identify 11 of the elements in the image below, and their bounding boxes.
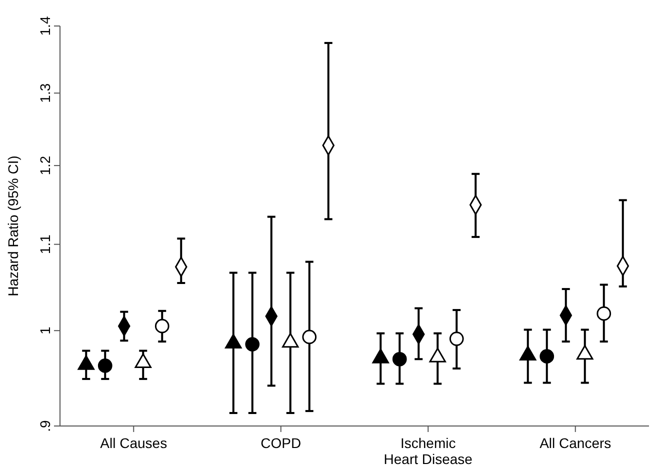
x-tick-label: All Cancers	[540, 435, 612, 451]
y-tick-label: 1	[37, 326, 53, 335]
y-tick-label: 1.2	[37, 156, 53, 176]
y-axis-title: Hazard Ratio (95% CI)	[5, 156, 21, 296]
y-tick-label: 1.4	[37, 16, 53, 36]
x-tick-label: Ischemic Heart Disease	[384, 435, 473, 467]
x-tick-label: COPD	[260, 435, 302, 451]
x-tick-label: All Causes	[100, 435, 168, 451]
y-tick-label: 1.1	[37, 234, 53, 254]
y-tick-label: .9	[37, 420, 53, 432]
y-tick-label: 1.3	[37, 83, 53, 103]
